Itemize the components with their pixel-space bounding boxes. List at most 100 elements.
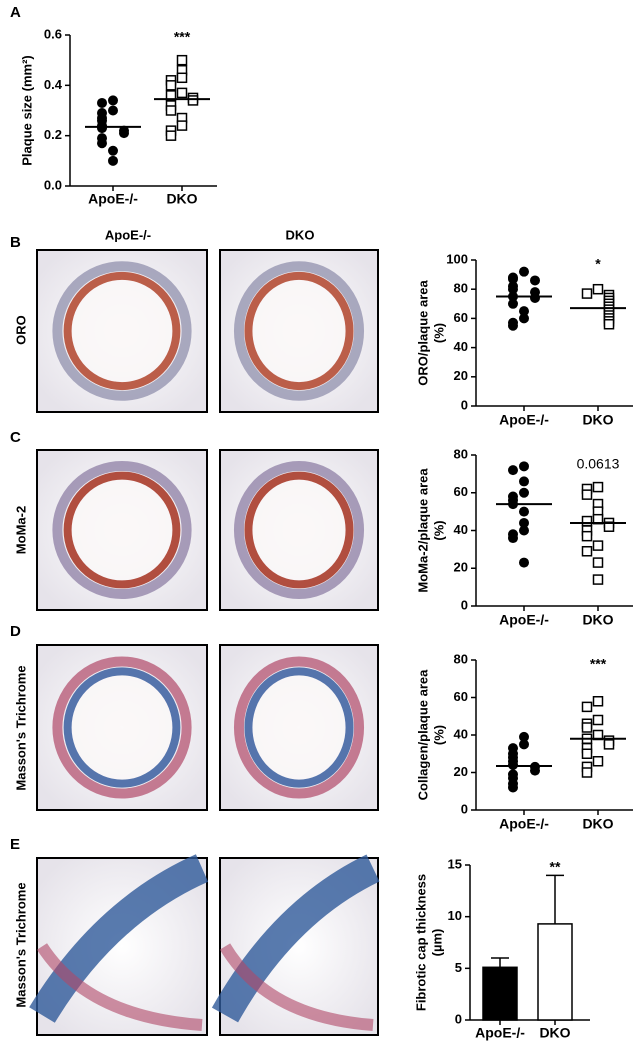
y-tick-label: 0.6 xyxy=(44,26,62,41)
data-point xyxy=(176,54,188,66)
data-point xyxy=(165,130,177,141)
x-tick-label: ApoE-/- xyxy=(475,1025,525,1041)
data-point xyxy=(508,273,518,284)
data-point xyxy=(108,155,118,166)
x-tick-label: ApoE-/- xyxy=(499,412,549,428)
data-point xyxy=(592,574,604,585)
data-point xyxy=(592,481,604,493)
bar xyxy=(537,923,573,1021)
significance: 0.0613 xyxy=(577,456,620,472)
data-point xyxy=(508,320,518,331)
data-point xyxy=(581,722,593,733)
y-tick-label: 10 xyxy=(448,908,462,923)
data-point xyxy=(519,266,529,277)
plaque xyxy=(63,667,181,788)
panel-label: E xyxy=(10,836,20,853)
significance: *** xyxy=(174,29,191,45)
data-point xyxy=(581,701,593,713)
column-label: ApoE-/- xyxy=(105,227,151,242)
vessel-wall xyxy=(233,461,365,599)
data-point xyxy=(581,748,593,759)
y-tick-label: 0.2 xyxy=(44,127,62,142)
y-axis-label: (%) xyxy=(431,323,446,343)
vessel-wall xyxy=(52,656,192,799)
y-tick-label: 60 xyxy=(454,484,468,499)
plaque xyxy=(63,471,181,589)
data-point xyxy=(519,306,529,317)
row-label: ORO xyxy=(13,315,28,345)
data-point xyxy=(508,298,518,309)
y-tick-label: 20 xyxy=(454,560,468,575)
data-point xyxy=(530,765,540,776)
data-point xyxy=(581,288,593,299)
micrographs xyxy=(29,249,380,1036)
significance: ** xyxy=(550,859,561,875)
vessel-wall xyxy=(233,656,365,799)
y-axis-label: (%) xyxy=(431,520,446,540)
significance: *** xyxy=(590,656,607,672)
y-axis-label: MoMa-2/plaque area xyxy=(415,468,430,593)
x-tick-label: DKO xyxy=(582,412,613,428)
vessel-wall xyxy=(52,261,192,401)
data-point xyxy=(176,72,188,84)
plaque xyxy=(244,471,354,589)
y-tick-label: 20 xyxy=(454,368,468,383)
y-tick-label: 80 xyxy=(454,446,468,461)
data-point xyxy=(581,489,593,500)
y-tick-label: 60 xyxy=(454,310,468,325)
plaque xyxy=(244,271,354,391)
y-tick-label: 60 xyxy=(454,689,468,704)
data-point xyxy=(592,283,604,295)
row-label: MoMa-2 xyxy=(13,506,28,554)
data-point xyxy=(508,533,518,544)
y-axis-label: Fibrotic cap thickness xyxy=(413,874,428,1011)
data-point xyxy=(108,95,118,106)
data-point xyxy=(530,292,540,303)
x-tick-label: ApoE-/- xyxy=(499,816,549,832)
data-point xyxy=(519,461,529,472)
data-point xyxy=(603,318,615,330)
data-point xyxy=(603,739,615,750)
tissue xyxy=(36,943,203,1031)
data-point xyxy=(165,105,177,116)
y-tick-label: 80 xyxy=(454,651,468,666)
y-tick-label: 15 xyxy=(448,856,462,871)
data-point xyxy=(519,506,529,517)
fibrous-cap xyxy=(211,854,380,1023)
data-point xyxy=(519,476,529,487)
data-point xyxy=(581,530,593,542)
data-point xyxy=(165,80,177,91)
x-tick-label: ApoE-/- xyxy=(499,612,549,628)
y-tick-label: 0.4 xyxy=(44,77,63,92)
panel-label: B xyxy=(10,234,21,251)
y-axis-label: (µm) xyxy=(429,929,444,957)
data-point xyxy=(108,145,118,156)
y-tick-label: 0 xyxy=(461,801,468,816)
data-point xyxy=(530,275,540,286)
y-axis-label: Plaque size (mm²) xyxy=(19,55,34,166)
plaque xyxy=(63,271,181,391)
data-point xyxy=(508,782,518,793)
row-label: Masson's Trichrome xyxy=(13,882,28,1007)
y-axis-label: (%) xyxy=(431,725,446,745)
y-axis-label: Collagen/plaque area xyxy=(415,669,430,801)
data-point xyxy=(97,123,107,134)
y-tick-label: 80 xyxy=(454,281,468,296)
data-point xyxy=(176,120,188,131)
y-tick-label: 40 xyxy=(454,726,468,741)
data-point xyxy=(581,546,593,557)
data-point xyxy=(508,284,518,295)
x-tick-label: ApoE-/- xyxy=(88,191,138,207)
data-point xyxy=(519,731,529,742)
y-axis-label: ORO/plaque area xyxy=(415,279,430,385)
data-point xyxy=(581,515,593,527)
vessel-wall xyxy=(233,261,365,401)
data-point xyxy=(581,767,593,778)
data-point xyxy=(592,714,604,726)
x-tick-label: DKO xyxy=(582,816,613,832)
y-tick-label: 40 xyxy=(454,522,468,537)
vessel-wall xyxy=(52,461,192,599)
data-point xyxy=(592,756,604,767)
fibrous-cap xyxy=(29,854,209,1023)
